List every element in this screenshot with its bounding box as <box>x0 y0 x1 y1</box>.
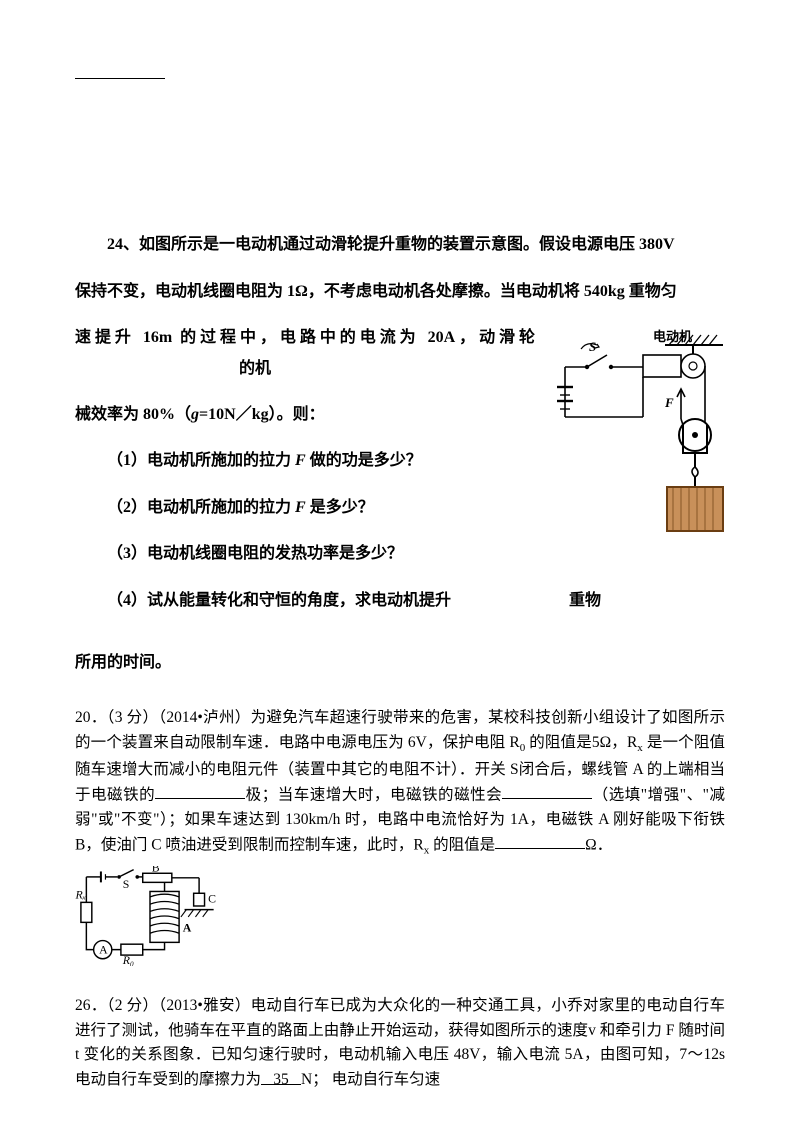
q24-sub1-a: （1）电动机所施加的拉力 <box>107 452 295 469</box>
q20-unit: Ω． <box>585 836 612 853</box>
R0-label: R₀ <box>122 953 134 966</box>
q26-text-b: N； 电动自行车匀速 <box>301 1071 440 1088</box>
blank-friction[interactable]: 35 <box>261 1068 301 1085</box>
load-box <box>667 487 723 531</box>
leading-blank-line <box>75 60 725 90</box>
blank-magnetism[interactable] <box>502 783 592 800</box>
q20-text-f: 的阻值是 <box>429 836 495 853</box>
q24-sub1-b: 做的功是多少？ <box>306 452 422 469</box>
q24-number: 24、 <box>107 236 139 253</box>
q26-ans1: 35 <box>273 1071 289 1088</box>
question-24: 24、如图所示是一电动机通过动滑轮提升重物的装置示意图。假设电源电压 380V … <box>75 230 725 678</box>
blank-pole[interactable] <box>155 783 245 800</box>
motor-pulley-diagram: 电动机 F <box>545 327 725 537</box>
q24-intro3b: 的机 <box>239 360 271 377</box>
S-label: S <box>123 877 130 891</box>
g-italic: g <box>191 406 199 423</box>
q24-sub5: 所用的时间。 <box>75 648 725 678</box>
switch-S-label: S <box>589 339 596 354</box>
Rx-label: Rₓ <box>75 888 86 902</box>
F-italic-2: F <box>295 499 306 516</box>
q20-text-d: 极；当车速增大时，电磁铁的磁性会 <box>245 786 502 803</box>
F-italic-1: F <box>295 452 306 469</box>
force-F-label: F <box>664 395 674 410</box>
B-label: B <box>152 866 160 874</box>
q24-sub4-b: 重物 <box>569 592 601 609</box>
document-page: 24、如图所示是一电动机通过动滑轮提升重物的装置示意图。假设电源电压 380V … <box>0 0 800 1133</box>
q24-sub3: （3）电动机线圈电阻的发热功率是多少？ <box>75 539 725 569</box>
question-20: 20．（3 分）（2014•泸州）为避免汽车超速行驶带来的危害，某校科技创新小组… <box>75 706 725 966</box>
motor-label: 电动机 <box>653 329 692 344</box>
A-label: A <box>183 920 192 934</box>
q24-intro3a: 速提升 16m 的过程中，电路中的电流为 20A，动滑轮 <box>75 329 535 346</box>
q24-line2: 保持不变，电动机线圈电阻为 1Ω，不考虑电动机各处摩擦。当电动机将 540kg … <box>75 277 725 307</box>
ammeter-label: A <box>99 942 108 956</box>
q24-intro1: 如图所示是一电动机通过动滑轮提升重物的装置示意图。假设电源电压 380V <box>139 236 675 253</box>
q20-text-b: 的阻值是5Ω，R <box>525 734 637 751</box>
C-label: C <box>208 891 216 905</box>
q24-sub2-b: 是多少？ <box>306 499 374 516</box>
q24-figure: 电动机 F <box>545 327 725 537</box>
q20-circuit-figure: S B C A Rₓ <box>75 866 225 966</box>
blank-rx-value[interactable] <box>495 833 585 850</box>
q24-intro3c: 械效率为 80%（ <box>75 406 191 423</box>
q24-sub2-a: （2）电动机所施加的拉力 <box>107 499 295 516</box>
q24-line1: 24、如图所示是一电动机通过动滑轮提升重物的装置示意图。假设电源电压 380V <box>75 230 725 260</box>
q24-sub4-a: （4）试从能量转化和守恒的角度，求电动机提升 <box>107 592 451 609</box>
question-26: 26．（2 分）（2013•雅安）电动自行车已成为大众化的一种交通工具，小乔对家… <box>75 994 725 1093</box>
q24-sub4: （4）试从能量转化和守恒的角度，求电动机提升 重物 <box>75 586 725 616</box>
q24-intro3d: =10N／kg）。则： <box>199 406 325 423</box>
